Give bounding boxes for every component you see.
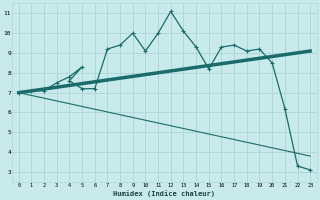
X-axis label: Humidex (Indice chaleur): Humidex (Indice chaleur) xyxy=(114,190,215,197)
